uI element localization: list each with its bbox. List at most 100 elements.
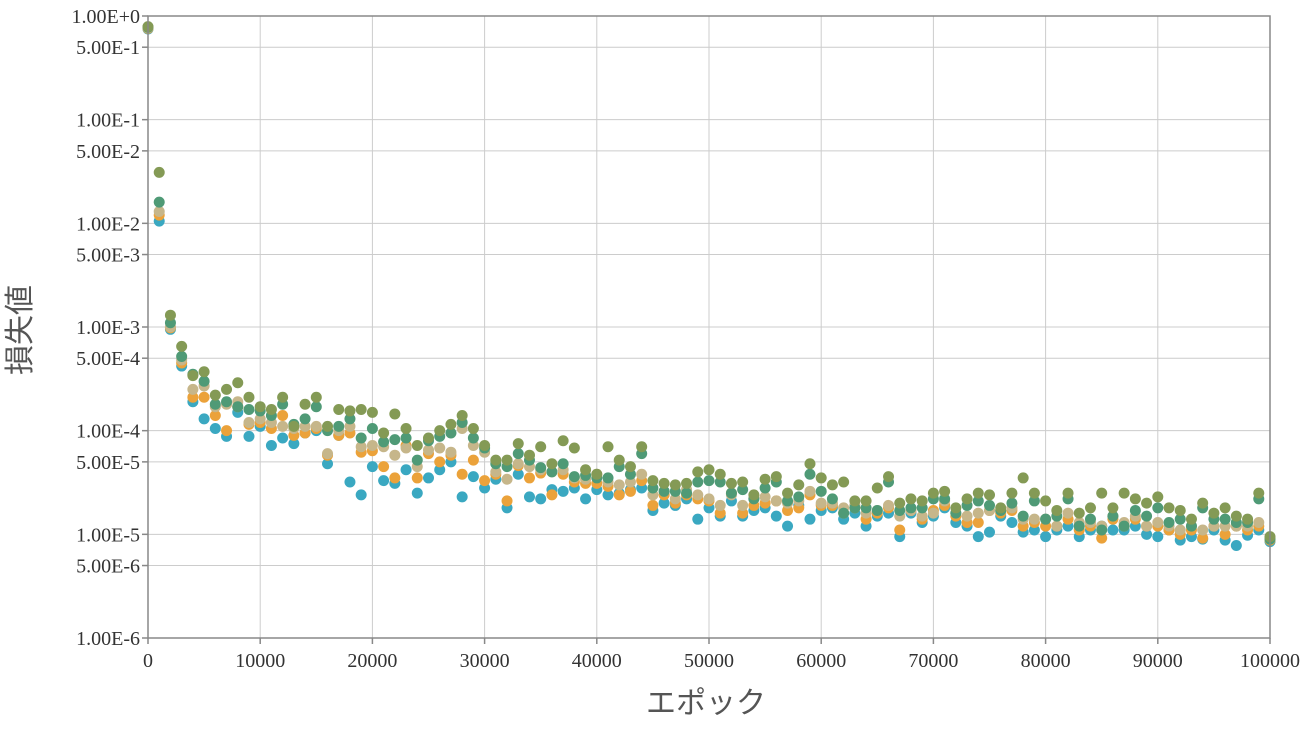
x-axis-ticks: 0 10000 20000 30000 40000 50000 60000 70000 8000… [143,638,1300,672]
data-point [198,413,210,425]
data-point [378,436,390,448]
data-point [209,410,221,422]
data-point [512,458,524,470]
data-point [456,491,468,503]
y-tick-label: 1.00E-1 [76,110,140,132]
data-point [378,427,390,439]
data-point [703,493,715,505]
data-point [423,432,434,444]
data-point [1197,497,1209,509]
data-point [1253,487,1265,499]
data-point [1152,502,1164,514]
data-point [927,507,939,519]
data-point [423,444,434,456]
data-point [176,340,188,352]
data-point [467,432,479,444]
series-3 [142,22,1276,544]
data-point [961,493,973,505]
data-point [624,468,636,480]
data-point [602,489,614,501]
data-point [1163,502,1175,514]
data-point [658,497,670,509]
data-point [703,464,715,476]
data-point [164,317,176,329]
data-point [467,471,479,483]
x-tick-label: 100000 [1240,650,1300,672]
data-point [725,477,737,489]
data-point [243,391,255,403]
data-point [1174,513,1186,525]
data-point [838,507,850,519]
data-point [1107,502,1119,514]
data-point [1230,510,1242,522]
data-point [759,482,771,494]
data-point [624,485,636,497]
data-point [557,435,569,447]
data-point [400,464,412,476]
data-point [344,413,356,425]
data-point [905,493,917,505]
data-point [950,502,962,514]
data-point [187,391,199,403]
y-axis-ticks: 1.00E+0 5.00E-1 1.00E-1 5.00E-2 1.00E-2 5.00E… [72,6,148,650]
data-point [153,206,165,218]
data-points [142,21,1276,552]
data-point [187,383,199,395]
data-point [344,476,356,488]
data-point [198,375,210,387]
data-point [1107,524,1119,536]
data-point [1028,524,1040,536]
data-point [176,350,188,362]
data-point [557,458,569,470]
data-point [310,391,322,403]
data-point [299,413,311,425]
data-point [512,448,524,460]
data-point [445,446,457,458]
data-point [434,425,446,437]
data-point [243,404,255,416]
data-point [770,495,782,507]
data-point [277,391,289,403]
y-tick-label: 1.00E+0 [72,6,141,28]
data-point [939,493,951,505]
y-tick-label: 5.00E-1 [76,37,140,59]
data-point [692,476,704,488]
data-point [310,420,322,432]
data-point [624,461,636,473]
data-point [972,487,984,499]
data-point [389,434,401,446]
data-point [804,485,816,497]
data-point [456,410,468,422]
data-point [894,497,906,509]
data-point [961,510,973,522]
data-point [759,473,771,485]
data-point [681,487,693,499]
data-point [916,495,928,507]
data-point [815,497,827,509]
data-point [658,485,670,497]
data-point [322,448,334,460]
data-point [714,468,726,480]
data-point [288,420,300,432]
y-axis-title: 損失値 [3,285,38,375]
data-point [883,471,895,483]
data-point [714,499,726,511]
data-point [322,420,334,432]
x-tick-label: 50000 [684,650,734,672]
data-point [1208,507,1220,519]
data-point [580,464,592,476]
x-tick-label: 80000 [1021,650,1071,672]
data-point [1096,532,1108,544]
data-point [389,408,401,420]
data-point [366,439,378,451]
data-point [1028,495,1040,507]
data-point [400,422,412,434]
data-point [826,479,838,491]
data-point [782,495,794,507]
data-point [523,491,535,503]
data-point [1197,524,1209,536]
data-point [322,458,334,470]
data-point [804,458,816,470]
data-point [591,468,603,480]
